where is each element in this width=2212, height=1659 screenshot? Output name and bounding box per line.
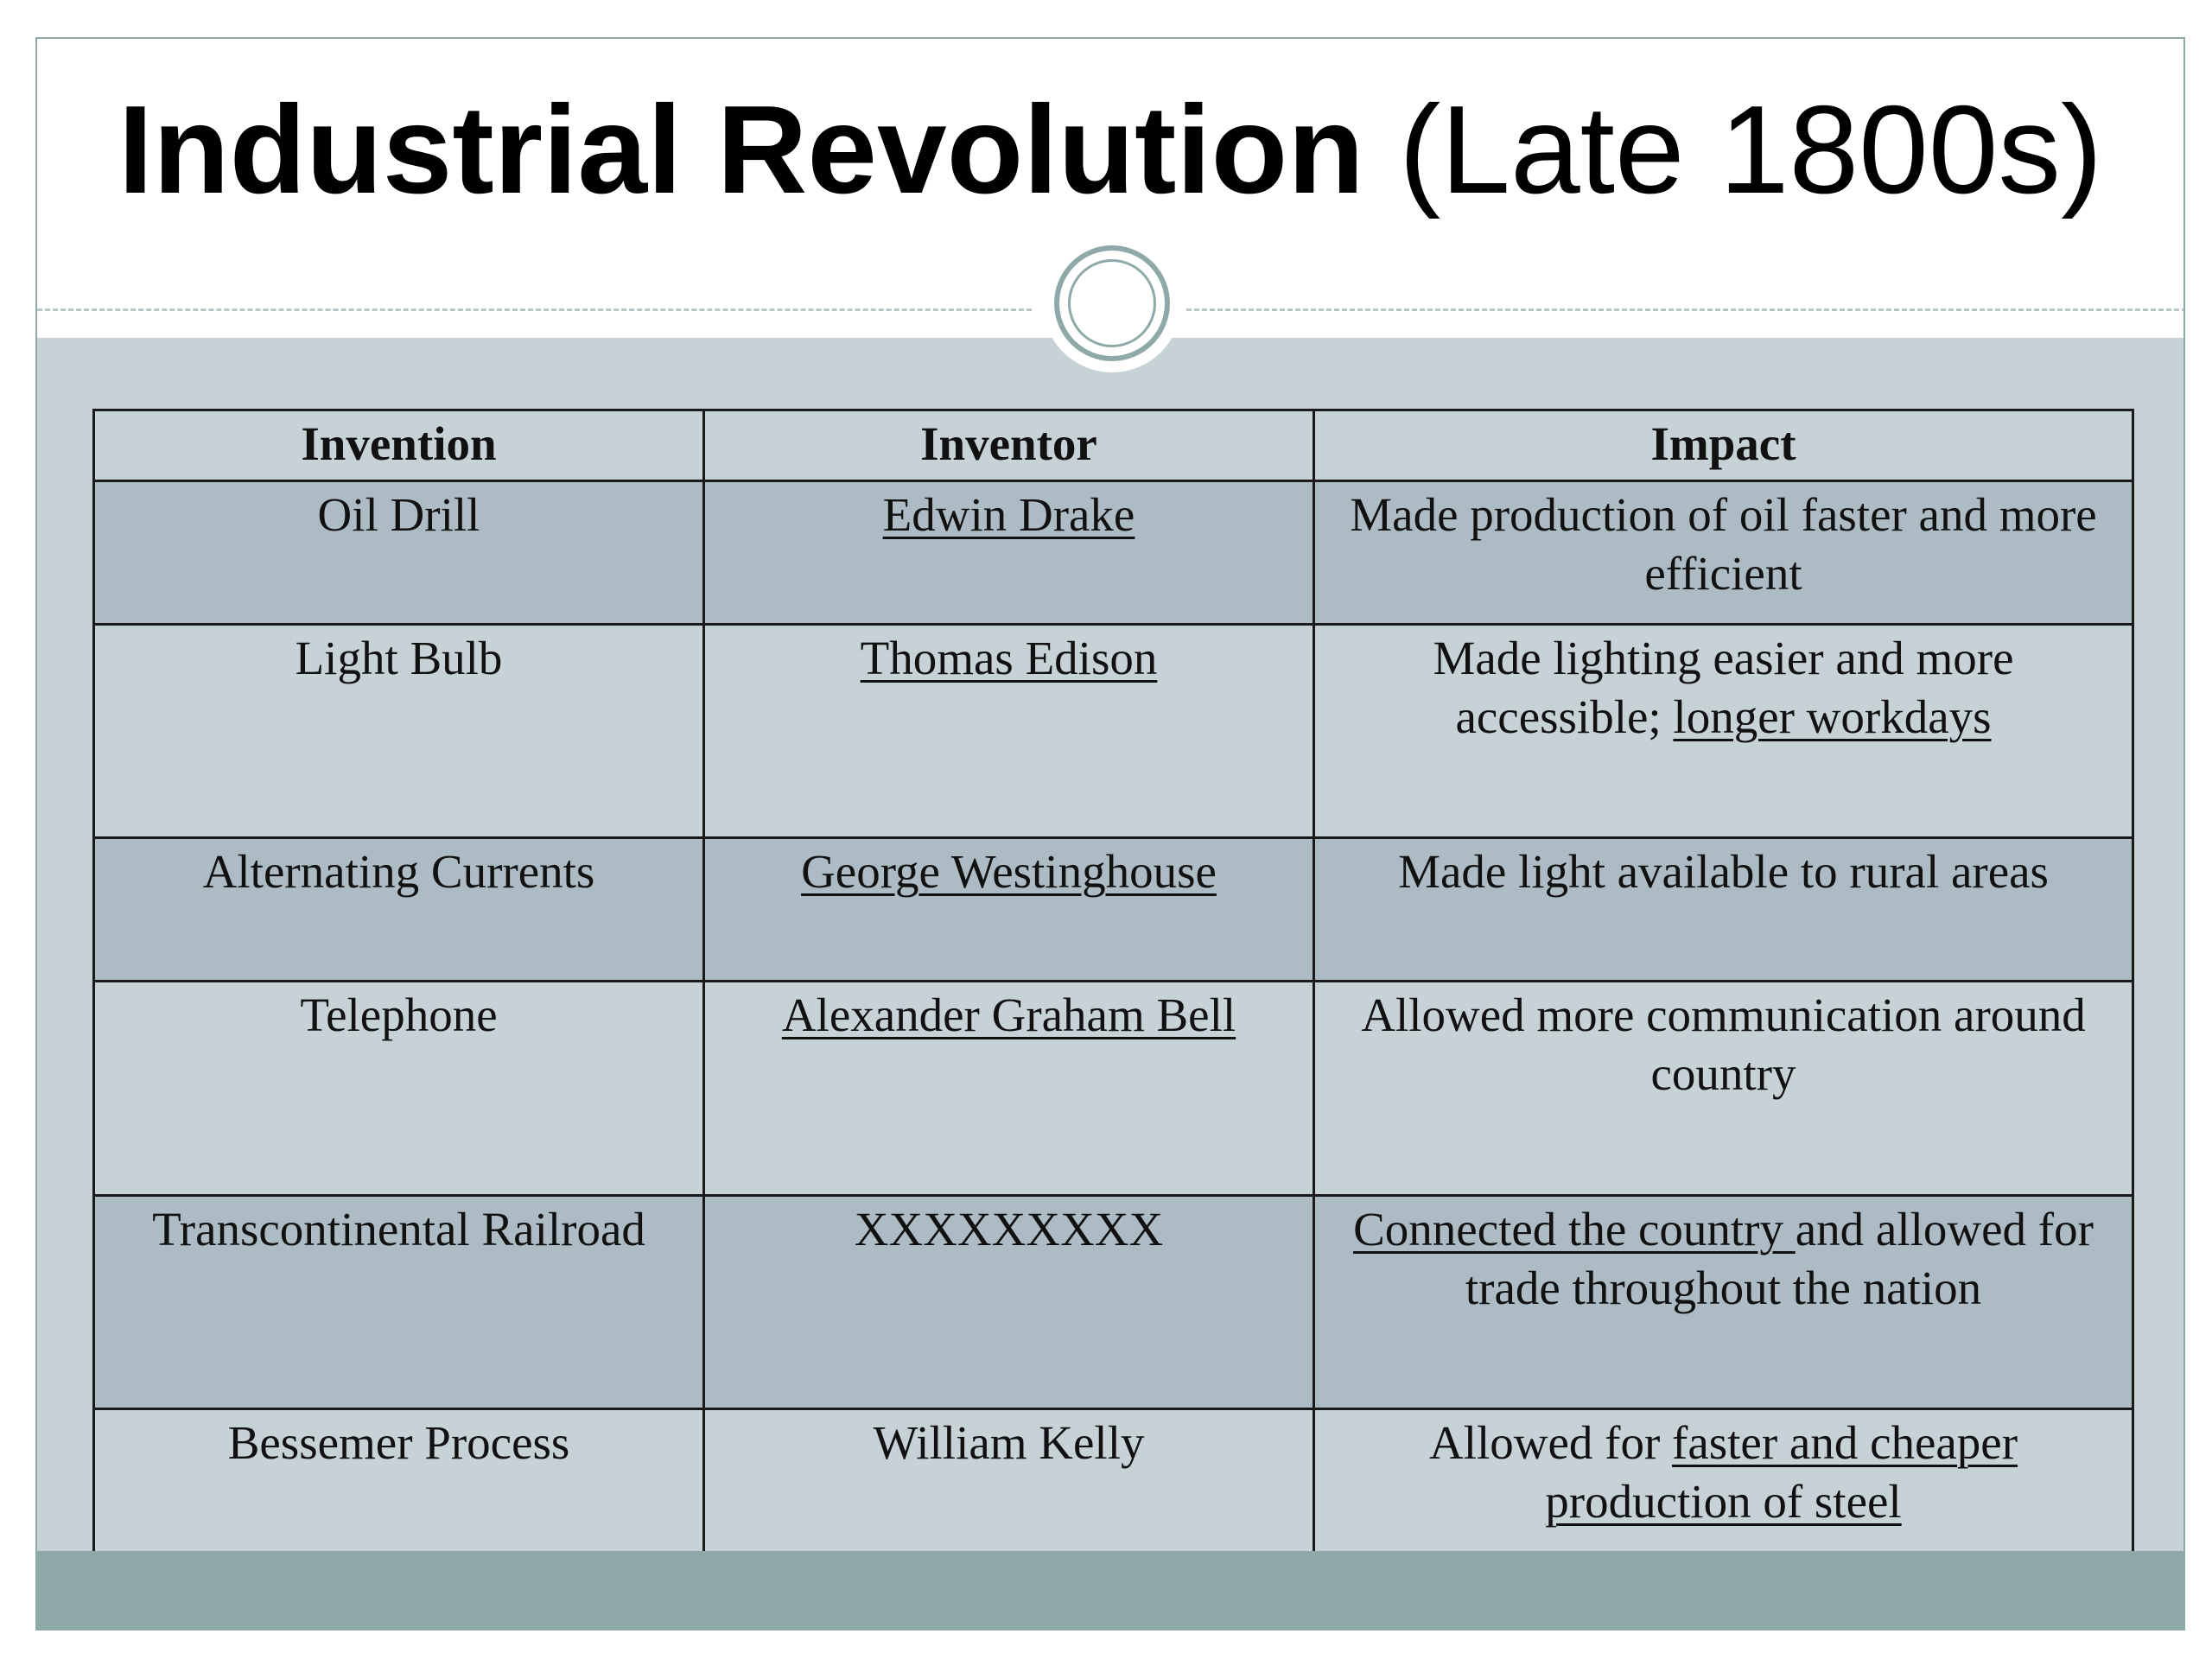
title-main: Industrial Revolution bbox=[118, 79, 1364, 219]
impact-underlined-text: Connected the country bbox=[1353, 1202, 1796, 1255]
inventor-name: Thomas Edison bbox=[860, 631, 1158, 684]
divider-left bbox=[37, 308, 1032, 311]
ring-inner bbox=[1068, 259, 1156, 347]
invention-cell: Oil Drill bbox=[92, 480, 705, 626]
table-row: Bessemer Process William Kelly Allowed f… bbox=[92, 1408, 2134, 1554]
impact-cell: Allowed for faster and cheaper productio… bbox=[1313, 1408, 2134, 1554]
invention-cell: Bessemer Process bbox=[92, 1408, 705, 1554]
inventor-cell: George Westinghouse bbox=[702, 836, 1315, 982]
footer-band bbox=[37, 1551, 2183, 1629]
invention-cell: Light Bulb bbox=[92, 622, 705, 840]
table-header-row: Invention Inventor Impact bbox=[92, 409, 2134, 482]
impact-cell: Made light available to rural areas bbox=[1313, 836, 2134, 982]
inventor-name: George Westinghouse bbox=[801, 845, 1217, 899]
divider-right bbox=[1186, 308, 2183, 311]
inventions-table: Invention Inventor Impact Oil Drill Edwi… bbox=[92, 409, 2134, 1554]
header-impact: Impact bbox=[1313, 409, 2134, 482]
impact-underlined-text: faster and cheaper production of steel bbox=[1545, 1416, 2018, 1529]
inventor-cell: William Kelly bbox=[702, 1408, 1315, 1554]
invention-cell: Alternating Currents bbox=[92, 836, 705, 982]
impact-cell: Connected the country and allowed for tr… bbox=[1313, 1193, 2134, 1411]
impact-cell: Allowed more communication around countr… bbox=[1313, 979, 2134, 1197]
inventor-cell: Edwin Drake bbox=[702, 480, 1315, 626]
title-period: (Late 1800s) bbox=[1399, 79, 2103, 219]
impact-text: Made lighting easier and more accessible… bbox=[1433, 631, 2014, 743]
impact-cell: Made production of oil faster and more e… bbox=[1313, 480, 2134, 626]
header-inventor: Inventor bbox=[702, 409, 1315, 482]
table-row: Oil Drill Edwin Drake Made production of… bbox=[92, 480, 2134, 626]
impact-cell: Made lighting easier and more accessible… bbox=[1313, 622, 2134, 840]
table-row: Light Bulb Thomas Edison Made lighting e… bbox=[92, 622, 2134, 840]
ring-ornament-icon bbox=[1054, 245, 1170, 361]
invention-cell: Telephone bbox=[92, 979, 705, 1197]
inventor-name: Alexander Graham Bell bbox=[781, 988, 1236, 1041]
header-invention: Invention bbox=[92, 409, 705, 482]
table-row: Telephone Alexander Graham Bell Allowed … bbox=[92, 979, 2134, 1197]
slide-title: Industrial Revolution (Late 1800s) bbox=[37, 72, 2183, 227]
impact-underlined-text: longer workdays bbox=[1673, 690, 1992, 743]
slide: Industrial Revolution (Late 1800s) Inven… bbox=[35, 37, 2185, 1630]
inventor-name: Edwin Drake bbox=[882, 488, 1135, 541]
impact-text: and allowed for trade throughout the nat… bbox=[1465, 1202, 2094, 1314]
impact-text: Allowed for bbox=[1428, 1416, 1673, 1470]
table-row: Alternating Currents George Westinghouse… bbox=[92, 836, 2134, 982]
inventor-cell: Thomas Edison bbox=[702, 622, 1315, 840]
invention-cell: Transcontinental Railroad bbox=[92, 1193, 705, 1411]
table-row: Transcontinental Railroad XXXXXXXXX Conn… bbox=[92, 1193, 2134, 1411]
inventor-cell: XXXXXXXXX bbox=[702, 1193, 1315, 1411]
title-subtitle: (Late 1800s) bbox=[1399, 79, 2102, 219]
inventor-cell: Alexander Graham Bell bbox=[702, 979, 1315, 1197]
